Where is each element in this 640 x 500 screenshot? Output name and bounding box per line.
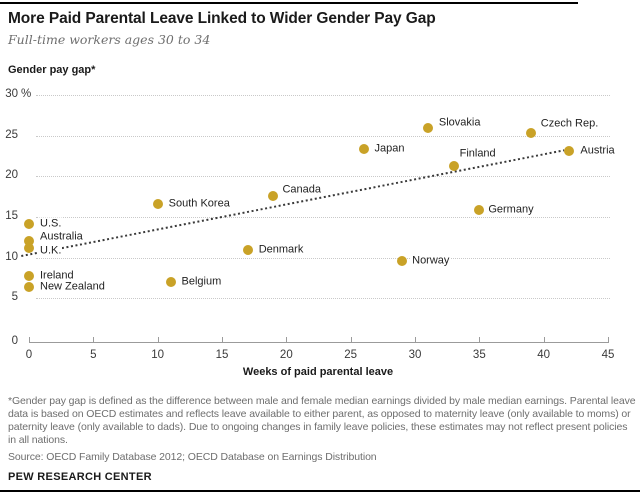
- y-tick-label-5: 5: [0, 291, 18, 303]
- x-axis-tick-5: [93, 337, 95, 342]
- data-point-label-uk: U.K.: [39, 244, 63, 258]
- data-point-belgium: [165, 277, 176, 288]
- x-axis-tick-35: [479, 337, 481, 342]
- y-tick-label-15: 15: [0, 210, 18, 222]
- y-tick-value: 15: [5, 210, 18, 222]
- x-axis-tick-30: [415, 337, 416, 342]
- y-tick-value: 5: [11, 291, 18, 304]
- data-point-label-finland: Finland: [458, 147, 497, 161]
- y-tick-value: 25: [5, 128, 18, 141]
- y-axis-title: Gender pay gap*: [8, 64, 96, 76]
- data-point-denmark: [242, 244, 253, 255]
- x-tick-label-35: 35: [472, 349, 486, 361]
- data-point-label-germany: Germany: [487, 203, 535, 217]
- y-tick-value: 10: [5, 250, 18, 263]
- x-axis-tick-0: [29, 337, 30, 342]
- x-tick-label-10: 10: [151, 349, 165, 361]
- gridline-y-10: [36, 257, 610, 259]
- chart-title: More Paid Parental Leave Linked to Wider…: [8, 10, 436, 27]
- x-tick-label-15: 15: [215, 349, 229, 361]
- x-tick-label-25: 25: [344, 349, 358, 361]
- y-tick-label-10: 10: [0, 251, 18, 263]
- bottom-rule: [0, 490, 640, 492]
- data-point-label-new-zealand: New Zealand: [39, 280, 106, 294]
- gridline-y-25: [36, 135, 610, 137]
- gridline-y-30: [36, 95, 610, 96]
- data-point-label-south-korea: South Korea: [167, 197, 231, 211]
- gridline-y-5: [36, 298, 610, 300]
- y-tick-label-30: 30%: [0, 88, 31, 100]
- footnote: *Gender pay gap is defined as the differ…: [8, 395, 636, 446]
- data-point-label-australia: Australia: [39, 230, 84, 244]
- data-point-south-korea: [152, 198, 163, 209]
- x-axis-tick-45: [608, 337, 609, 342]
- data-point-finland: [448, 160, 459, 171]
- data-point-australia: [24, 236, 34, 247]
- data-point-label-slovakia: Slovakia: [437, 116, 482, 130]
- data-point-czech-rep: [525, 128, 536, 139]
- source-line: Source: OECD Family Database 2012; OECD …: [8, 451, 377, 463]
- branding: PEW RESEARCH CENTER: [8, 471, 152, 483]
- percent-sign: %: [21, 88, 32, 100]
- x-axis-title: Weeks of paid parental leave: [242, 366, 394, 378]
- data-point-label-czech-rep: Czech Rep.: [539, 117, 600, 131]
- data-point-new-zealand: [24, 281, 34, 292]
- data-point-austria: [564, 146, 575, 157]
- x-tick-label-5: 5: [90, 349, 97, 361]
- data-point-germany: [474, 204, 485, 215]
- gridline-y-15: [36, 217, 610, 218]
- data-point-japan: [358, 143, 369, 154]
- top-rule: [0, 2, 578, 4]
- x-axis-tick-40: [543, 337, 545, 342]
- x-tick-label-0: 0: [25, 349, 33, 361]
- data-point-label-ireland: Ireland: [39, 269, 75, 283]
- x-axis-tick-25: [350, 337, 352, 342]
- x-axis-line: [29, 342, 609, 343]
- y-tick-value: 20: [5, 169, 18, 182]
- data-point-norway: [397, 255, 408, 266]
- data-point-label-denmark: Denmark: [257, 243, 305, 257]
- data-point-ireland: [24, 271, 34, 282]
- x-axis-tick-15: [222, 337, 223, 342]
- data-point-label-belgium: Belgium: [180, 275, 223, 289]
- x-axis-tick-20: [286, 337, 288, 342]
- y-tick-label-25: 25: [0, 129, 18, 141]
- data-point-label-us: U.S.: [39, 217, 63, 230]
- chart-subtitle: Full-time workers ages 30 to 34: [8, 32, 211, 47]
- gridline-y-20: [36, 176, 610, 178]
- x-tick-label-40: 40: [537, 349, 551, 361]
- y-tick-value: 30: [5, 88, 18, 100]
- x-tick-label-20: 20: [279, 349, 293, 361]
- data-point-label-norway: Norway: [411, 254, 451, 268]
- y-tick-label-0: 0: [0, 335, 18, 347]
- x-axis-tick-10: [157, 337, 159, 342]
- data-point-label-canada: Canada: [281, 183, 322, 197]
- x-tick-label-45: 45: [601, 349, 615, 361]
- data-point-uk: [24, 242, 34, 253]
- data-point-us: [24, 218, 34, 229]
- data-point-label-austria: Austria: [579, 144, 616, 158]
- data-point-slovakia: [422, 122, 433, 133]
- x-tick-label-30: 30: [408, 349, 422, 361]
- y-tick-label-20: 20: [0, 169, 18, 181]
- y-tick-value: 0: [11, 335, 18, 347]
- data-point-label-japan: Japan: [373, 142, 406, 156]
- data-point-canada: [268, 190, 279, 201]
